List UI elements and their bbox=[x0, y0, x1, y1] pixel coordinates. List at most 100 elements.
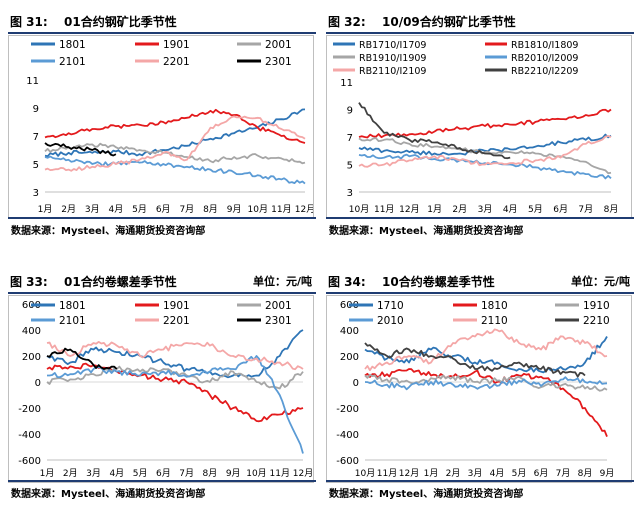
y-tick-label: -600 bbox=[18, 456, 41, 467]
x-tick-label: 5月 bbox=[512, 468, 527, 479]
y-tick-label: 0 bbox=[353, 378, 359, 389]
panel-header: 图 31: 01合约钢矿比季节性 bbox=[8, 8, 316, 34]
series-line-2301 bbox=[46, 347, 118, 370]
line-chart: -600-400-20002004006001月2月3月4月5月6月7月8月9月… bbox=[18, 300, 313, 479]
y-tick-label: 5 bbox=[33, 160, 39, 171]
figure-number: 图 31: bbox=[10, 15, 48, 29]
series-line-2301 bbox=[44, 142, 117, 157]
legend-label: 1801 bbox=[59, 39, 86, 51]
legend-label: RB1710/I1709 bbox=[359, 40, 426, 51]
y-tick-label: -400 bbox=[18, 430, 41, 441]
x-tick-label: 7月 bbox=[179, 468, 194, 479]
x-tick-label: 7月 bbox=[578, 204, 593, 215]
x-tick-label: 3月 bbox=[85, 204, 100, 215]
x-tick-label: 12月 bbox=[399, 204, 419, 215]
x-tick-label: 1月 bbox=[38, 204, 53, 215]
y-tick-label: -200 bbox=[336, 404, 359, 415]
legend-label: 1810 bbox=[481, 300, 508, 312]
x-tick-label: 4月 bbox=[109, 204, 124, 215]
line-chart: 3 5 7 9 11 1月 2月 3月 4月 5月 6月 7月 8月 9月 10月 11月 12月 1801 190… bbox=[26, 39, 315, 215]
legend-label: 2101 bbox=[59, 315, 86, 327]
legend-label: 1901 bbox=[163, 300, 190, 312]
figure-number: 图 32: bbox=[328, 15, 366, 29]
x-tick-label: 8月 bbox=[203, 468, 218, 479]
source-note: 数据来源：Mysteel、海通期货投资咨询部 bbox=[8, 480, 316, 500]
x-tick-label: 6月 bbox=[156, 468, 171, 479]
line-chart: 3 5 7 9 11 10月 11月 12月 1月 2月 3月 4月 5月 6月 7月 8月 RB1710/I1… bbox=[333, 40, 618, 215]
legend-label: 2101 bbox=[59, 56, 86, 68]
x-tick-label: 6月 bbox=[156, 204, 171, 215]
x-tick-label: 1月 bbox=[427, 204, 442, 215]
x-tick-label: 8月 bbox=[578, 468, 593, 479]
chart-title: 01合约卷螺差季节性 bbox=[64, 275, 177, 289]
x-tick-label: 10月 bbox=[355, 468, 375, 479]
legend-label: 2001 bbox=[265, 39, 292, 51]
x-tick-label: 11月 bbox=[374, 204, 394, 215]
x-tick-label: 3月 bbox=[468, 468, 483, 479]
series-line-rb1810-i1809 bbox=[358, 108, 612, 139]
panel-header: 图 34: 10合约卷螺差季节性 单位：元/吨 bbox=[326, 268, 634, 294]
series-line-2101 bbox=[44, 155, 306, 185]
unit-label: 单位：元/吨 bbox=[252, 275, 312, 288]
x-tick-label: 7月 bbox=[556, 468, 571, 479]
series-line-rb2110-i2109 bbox=[358, 135, 612, 168]
y-tick-label: -200 bbox=[18, 404, 41, 415]
y-tick-label: 200 bbox=[22, 352, 41, 363]
x-tick-label: 10月 bbox=[246, 468, 266, 479]
legend-label: 2201 bbox=[163, 315, 190, 327]
x-tick-label: 5月 bbox=[133, 468, 148, 479]
y-tick-label: -400 bbox=[336, 430, 359, 441]
figure-number: 图 34: bbox=[328, 275, 366, 289]
series-line-2201 bbox=[44, 115, 306, 172]
series-line-rb2210-i2209 bbox=[358, 102, 511, 160]
y-tick-label: 7 bbox=[33, 132, 39, 143]
legend-label: 2301 bbox=[265, 315, 292, 327]
source-note: 数据来源：Mysteel、海通期货投资咨询部 bbox=[326, 480, 634, 500]
legend-label: RB1910/I1909 bbox=[359, 53, 426, 64]
panel-header: 图 32: 10/09合约钢矿比季节性 bbox=[326, 8, 634, 34]
series-line-1801 bbox=[46, 329, 304, 379]
y-tick-label: 9 bbox=[33, 104, 39, 115]
legend-label: 1910 bbox=[583, 300, 610, 312]
legend-label: RB2010/I2009 bbox=[511, 53, 578, 64]
y-tick-label: 400 bbox=[22, 326, 41, 337]
series-line-2101 bbox=[47, 355, 304, 454]
x-tick-label: 7月 bbox=[179, 204, 194, 215]
legend-label: 2001 bbox=[265, 300, 292, 312]
y-tick-label: 7 bbox=[347, 133, 353, 144]
chart-title: 10合约卷螺差季节性 bbox=[382, 275, 495, 289]
x-tick-label: 4月 bbox=[503, 204, 518, 215]
plot-area: 3 5 7 9 11 10月 11月 12月 1月 2月 3月 4月 5月 6月 7月 8月 RB1710/I1… bbox=[326, 35, 632, 219]
y-tick-label: 11 bbox=[26, 76, 39, 87]
line-chart: -600-400-200020040060010月11月12月1月2月3月4月5… bbox=[336, 300, 615, 479]
legend-label: 1901 bbox=[163, 39, 190, 51]
x-tick-label: 8月 bbox=[203, 204, 218, 215]
series-line-1810 bbox=[364, 368, 608, 437]
series-line-1801 bbox=[44, 108, 306, 158]
plot-area: -600-400-200020040060010月11月12月1月2月3月4月5… bbox=[326, 295, 632, 483]
series-line-1910 bbox=[364, 373, 608, 392]
legend-label: 1710 bbox=[377, 300, 404, 312]
figure-number: 图 33: bbox=[10, 275, 48, 289]
x-tick-label: 4月 bbox=[490, 468, 505, 479]
x-tick-label: 2月 bbox=[63, 468, 78, 479]
series-line-2010 bbox=[364, 376, 608, 391]
x-tick-label: 11月 bbox=[377, 468, 397, 479]
legend-label: 2301 bbox=[265, 56, 292, 68]
chart-panel-fig31: 图 31: 01合约钢矿比季节性 3 5 7 9 11 1月 2月 3月 4月 5月 6月 7月 8月 9… bbox=[8, 8, 316, 237]
legend-label: 1801 bbox=[59, 300, 86, 312]
x-tick-label: 2月 bbox=[452, 204, 467, 215]
chart-title: 10/09合约钢矿比季节性 bbox=[382, 15, 516, 29]
x-tick-label: 6月 bbox=[553, 204, 568, 215]
chart-panel-fig32: 图 32: 10/09合约钢矿比季节性 3 5 7 9 11 10月 11月 12月 1月 2月 3… bbox=[326, 8, 634, 237]
series-line-rb1710-i1709 bbox=[358, 133, 612, 156]
x-tick-label: 3月 bbox=[478, 204, 493, 215]
x-tick-label: 12月 bbox=[399, 468, 419, 479]
series-line-2110 bbox=[364, 328, 608, 372]
y-tick-label: 11 bbox=[340, 78, 353, 89]
legend-label: RB1810/I1809 bbox=[511, 40, 578, 51]
x-tick-label: 11月 bbox=[271, 204, 291, 215]
y-tick-label: 200 bbox=[340, 352, 359, 363]
x-tick-label: 9月 bbox=[227, 204, 242, 215]
x-tick-label: 9月 bbox=[600, 468, 615, 479]
